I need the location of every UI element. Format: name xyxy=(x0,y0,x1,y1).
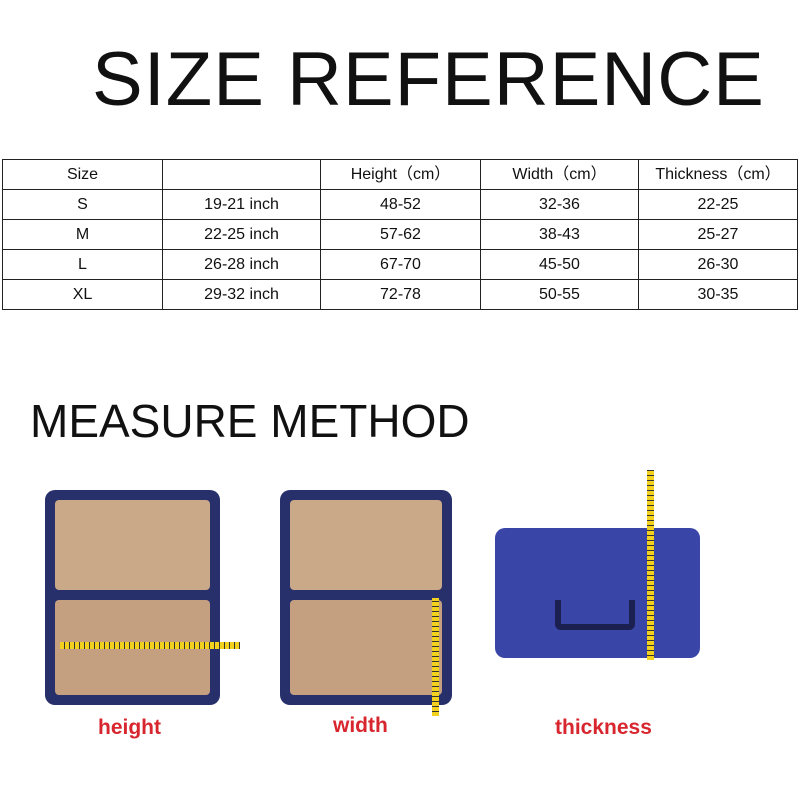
measure-title: MEASURE METHOD xyxy=(30,395,470,447)
table-cell: 29-32 inch xyxy=(162,279,321,310)
table-row: M 22-25 inch 57-62 38-43 25-27 xyxy=(2,219,798,250)
table-cell: 38-43 xyxy=(480,219,639,250)
table-cell: 50-55 xyxy=(480,279,639,310)
table-cell: XL xyxy=(2,279,163,310)
page-title: SIZE REFERENCE xyxy=(92,37,765,122)
table-row: XL 29-32 inch 72-78 50-55 30-35 xyxy=(2,279,798,310)
header-cell xyxy=(162,159,321,190)
table-row: S 19-21 inch 48-52 32-36 22-25 xyxy=(2,189,798,220)
table-cell: S xyxy=(2,189,163,220)
table-cell: 72-78 xyxy=(320,279,481,310)
table-cell: 19-21 inch xyxy=(162,189,321,220)
table-cell: 67-70 xyxy=(320,249,481,280)
table-cell: M xyxy=(2,219,163,250)
table-cell: 48-52 xyxy=(320,189,481,220)
header-cell: Size xyxy=(2,159,163,190)
table-cell: 25-27 xyxy=(638,219,798,250)
table-row: L 26-28 inch 67-70 45-50 26-30 xyxy=(2,249,798,280)
header-cell: Width（cm） xyxy=(480,159,639,190)
table-cell: 45-50 xyxy=(480,249,639,280)
table-cell: 30-35 xyxy=(638,279,798,310)
header-cell: Thickness（cm） xyxy=(638,159,798,190)
height-label: height xyxy=(98,716,161,739)
table-cell: 22-25 inch xyxy=(162,219,321,250)
table-cell: 26-30 xyxy=(638,249,798,280)
table-cell: 22-25 xyxy=(638,189,798,220)
thickness-label: thickness xyxy=(555,716,652,739)
table-cell: 57-62 xyxy=(320,219,481,250)
size-table: Size Height（cm） Width（cm） Thickness（cm） … xyxy=(2,159,798,310)
table-cell: 32-36 xyxy=(480,189,639,220)
table-header-row: Size Height（cm） Width（cm） Thickness（cm） xyxy=(2,159,798,190)
table-cell: L xyxy=(2,249,163,280)
table-cell: 26-28 inch xyxy=(162,249,321,280)
header-cell: Height（cm） xyxy=(320,159,481,190)
width-label: width xyxy=(333,714,388,737)
